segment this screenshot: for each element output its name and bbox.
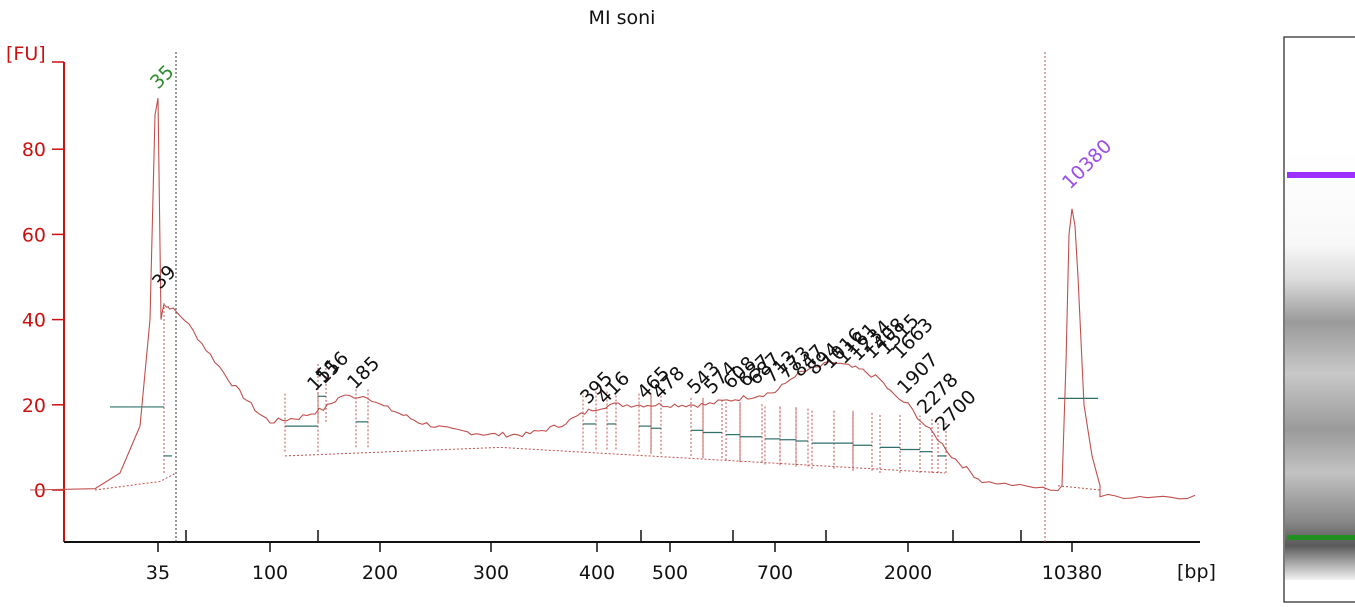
peak-region-edge — [702, 398, 723, 459]
peak-region-edge — [284, 392, 319, 452]
lower-marker-baseline — [94, 472, 177, 491]
peak-region-edge — [779, 405, 797, 466]
y-tick-label: 80 — [22, 139, 46, 161]
peak-label: 185 — [343, 352, 384, 393]
x-tick-label: 300 — [473, 562, 509, 584]
peak-region-edge — [879, 413, 901, 473]
peak-region-edge — [852, 411, 873, 471]
peak-region-edge — [833, 409, 854, 469]
chart-title: MI soni — [589, 7, 656, 29]
y-axis-label: [FU] — [6, 43, 46, 65]
upper-marker-label: 10380 — [1058, 135, 1116, 193]
peak-region-edge — [650, 394, 662, 454]
x-tick-label: 200 — [362, 562, 398, 584]
y-tick-label: 20 — [22, 395, 46, 417]
upper-marker-baseline — [1057, 485, 1101, 491]
gel-upper-marker-band — [1287, 172, 1355, 178]
x-tick-label: 700 — [757, 562, 793, 584]
peak-region-edge — [795, 406, 809, 467]
x-tick-label: 35 — [146, 562, 170, 584]
y-tick-label: 60 — [22, 224, 46, 246]
gel-lower-marker-band — [1287, 535, 1355, 540]
lower-marker-label: 35 — [146, 61, 179, 94]
gel-smear — [1285, 150, 1355, 580]
sample-region-baseline — [284, 446, 946, 474]
peak-region-group — [94, 302, 1101, 491]
x-axis-label: [bp] — [1177, 561, 1216, 583]
gel-lane — [1283, 36, 1355, 603]
y-tick-label: 40 — [22, 310, 46, 332]
x-tick-label: 500 — [652, 562, 688, 584]
peak-region-edge — [317, 362, 327, 422]
peak-region-edge — [811, 409, 835, 469]
peak-region-edge — [725, 400, 741, 461]
peak-region-edge — [937, 421, 947, 473]
peak-region-edge — [899, 415, 921, 473]
x-tick-group: 35 100 200 300 400 500 700 2000 10380 — [146, 530, 1102, 584]
peak-region-edge — [606, 389, 617, 450]
x-tick-label: 400 — [579, 562, 615, 584]
x-tick-label: 100 — [252, 562, 288, 584]
peak-region-edge — [582, 389, 597, 450]
peak-region-edge — [919, 417, 933, 473]
peak-region-edge — [739, 402, 763, 463]
electropherogram-trace — [29, 98, 1196, 500]
y-tick-group: 0 20 40 60 80 — [22, 139, 64, 502]
y-tick-label: 0 — [34, 480, 46, 502]
peak-region-edge — [764, 404, 781, 465]
x-tick-label: 10380 — [1042, 562, 1102, 584]
x-tick-label: 2000 — [884, 562, 932, 584]
